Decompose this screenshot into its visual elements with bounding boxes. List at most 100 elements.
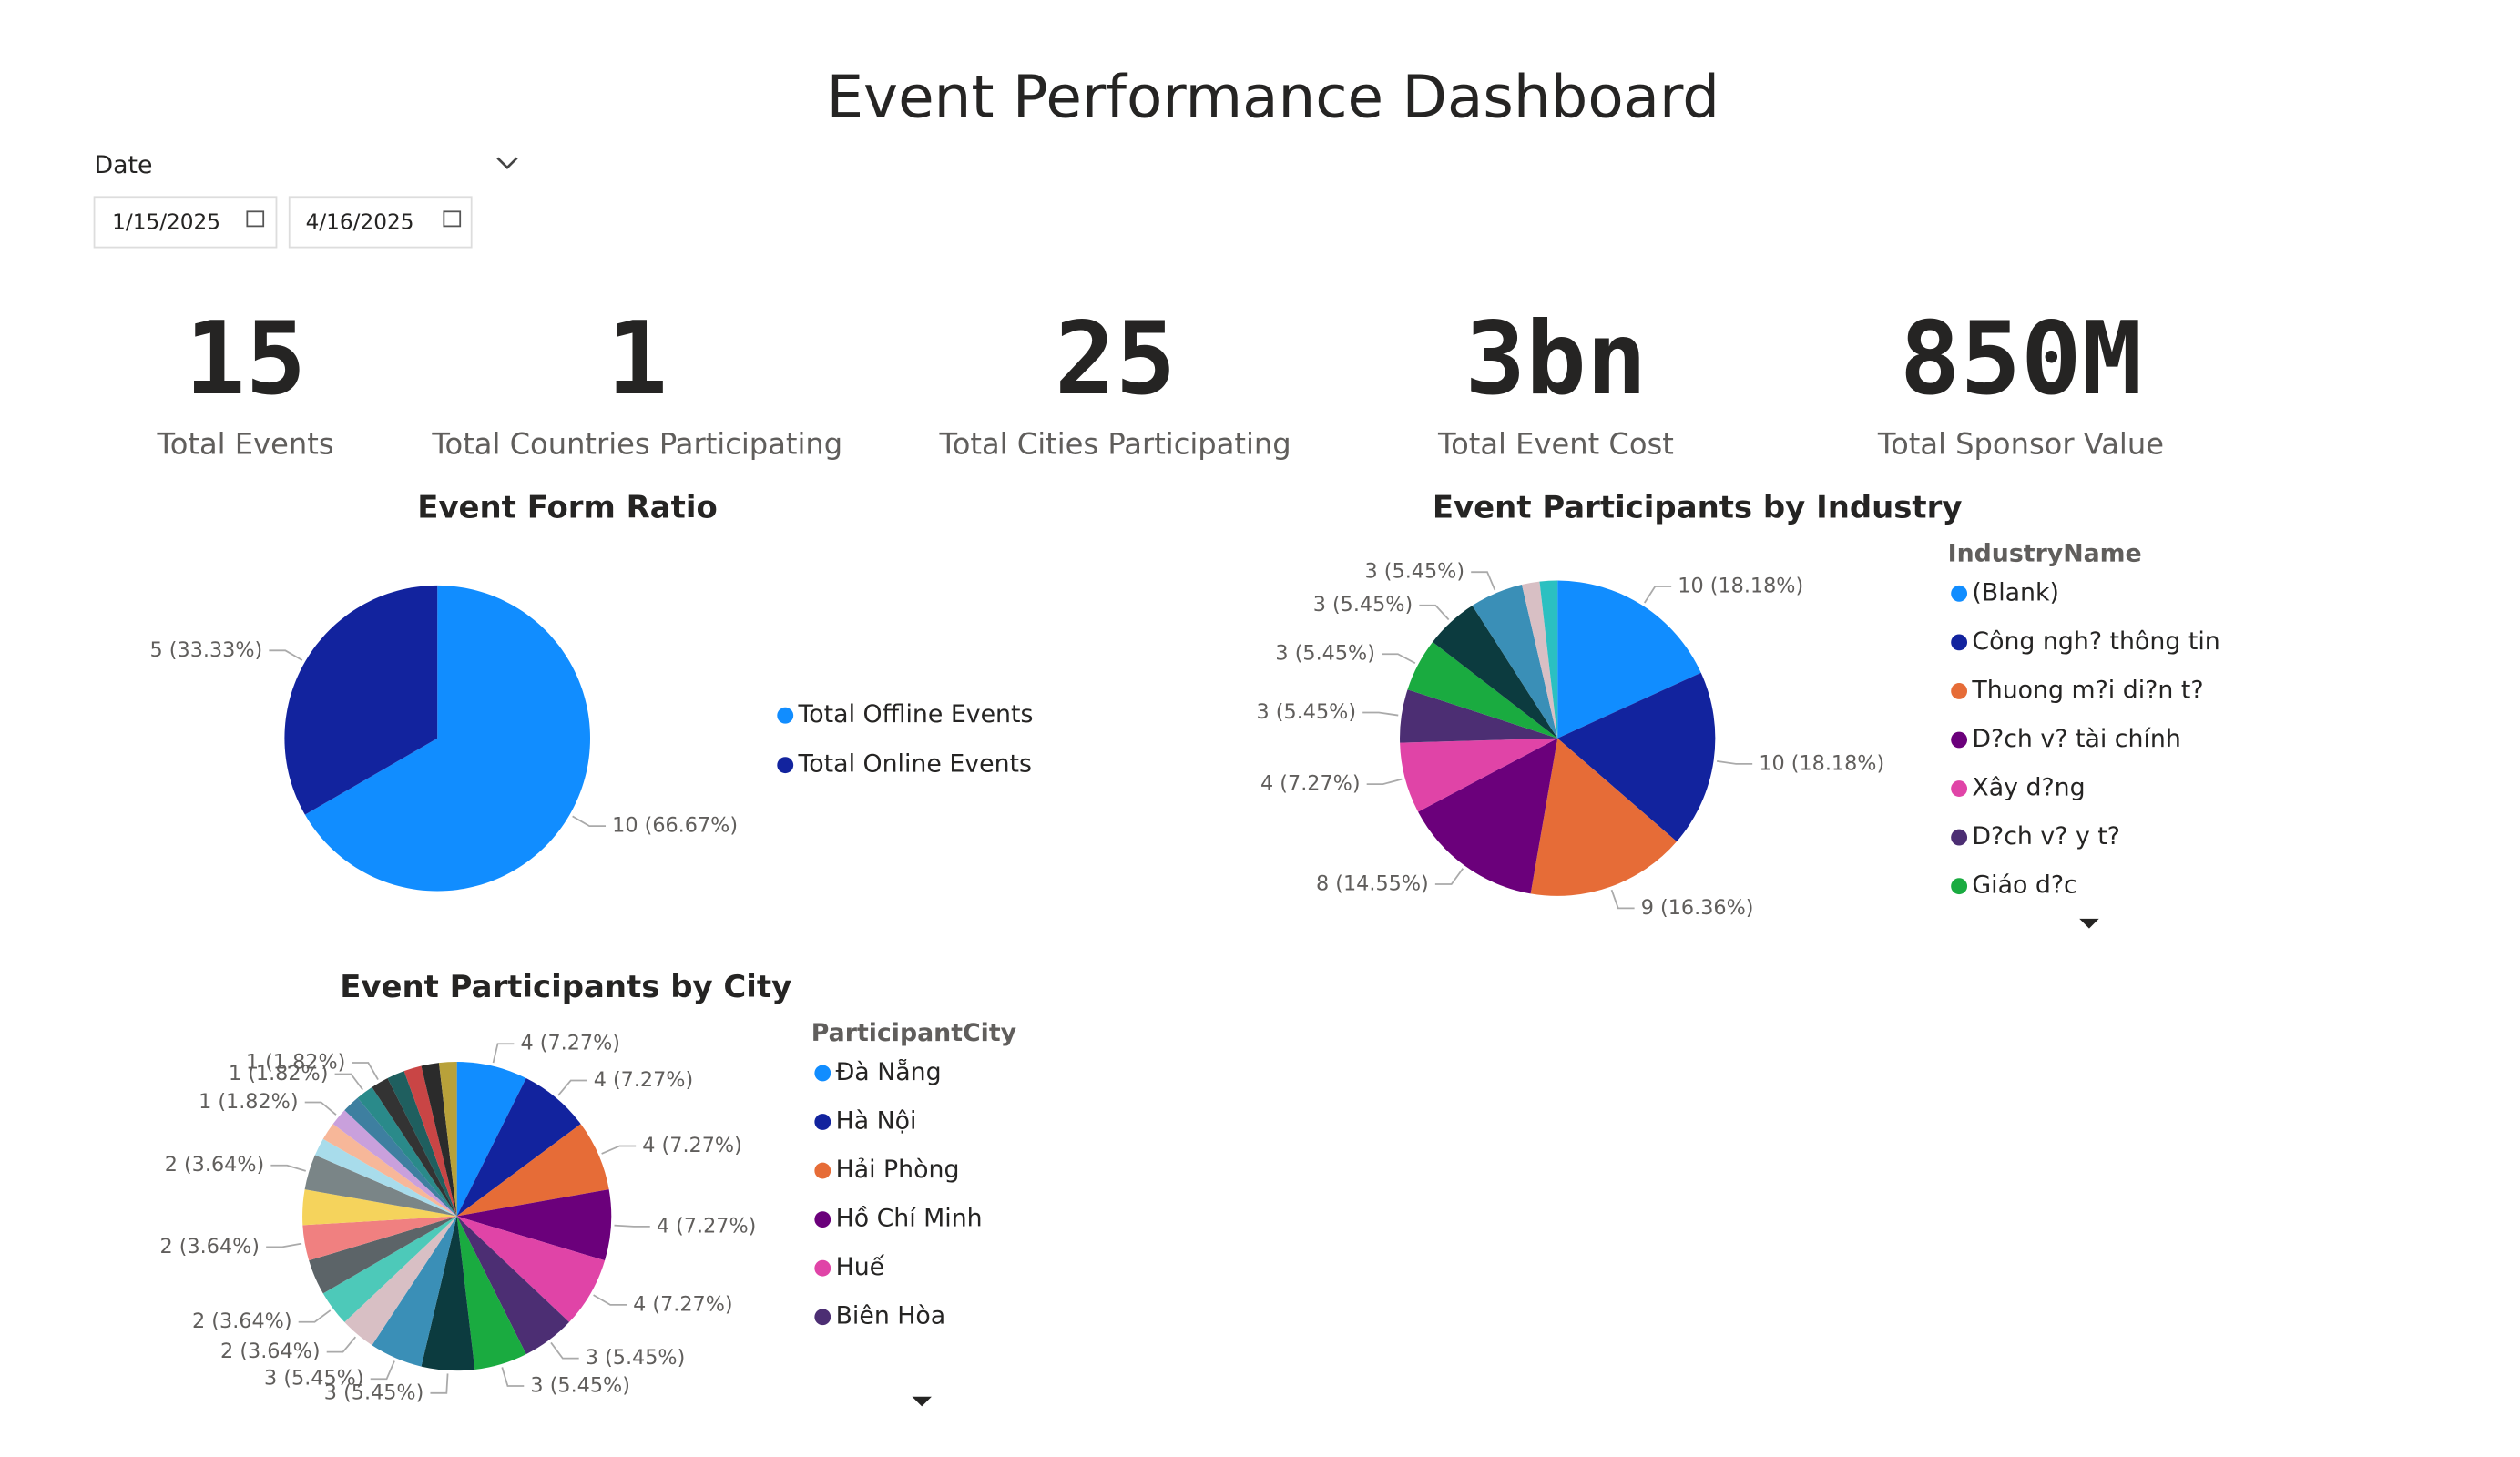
pie-slice <box>332 1110 457 1217</box>
data-label: 4 (7.27%) <box>657 1214 757 1238</box>
pie-slice <box>1400 738 1558 812</box>
legend-label: Hải Phòng <box>836 1156 960 1184</box>
leader-line <box>1716 759 1753 765</box>
legend-marker <box>1951 878 1968 895</box>
leader-line <box>1366 778 1403 785</box>
legend-label: D?ch v? y t? <box>1972 822 2120 851</box>
kpi-label: Total Events <box>157 426 334 461</box>
end-date: 4/16/2025 <box>306 209 414 234</box>
pie-slice <box>372 1216 457 1367</box>
pie-slice <box>344 1216 457 1346</box>
pie-slice <box>1530 738 1678 896</box>
dashboard-title: Event Performance Dashboard <box>826 64 1719 132</box>
data-label: 3 (5.45%) <box>1313 593 1413 616</box>
legend-scroll[interactable] <box>2079 918 2099 929</box>
pie-slice <box>1407 641 1558 739</box>
pie-slice <box>304 1155 457 1217</box>
data-label: 4 (7.27%) <box>642 1134 742 1157</box>
pie-slice <box>1557 672 1716 842</box>
data-label: 1 (1.82%) <box>199 1090 299 1114</box>
leader-line <box>266 1242 302 1248</box>
pie-slice <box>1433 606 1558 739</box>
leader-line <box>614 1224 650 1228</box>
data-label: 4 (7.27%) <box>1260 772 1361 796</box>
pie-slice <box>1418 738 1558 894</box>
end-date-box[interactable] <box>288 196 473 249</box>
data-label: 8 (14.55%) <box>1316 872 1429 896</box>
leader-line <box>601 1145 637 1155</box>
pie-slice <box>456 1216 569 1355</box>
leader-line <box>501 1367 525 1387</box>
data-label: 1 (1.82%) <box>246 1051 346 1075</box>
data-label: 4 (7.27%) <box>520 1032 620 1055</box>
pie-slice <box>456 1124 609 1217</box>
pie-slice <box>438 1061 457 1217</box>
data-label: 3 (5.45%) <box>324 1381 424 1404</box>
legend-scroll[interactable] <box>912 1396 932 1407</box>
kpi-value: 25 <box>1055 301 1176 418</box>
legend-label: Total Online Events <box>798 750 1032 779</box>
pie-slice <box>314 1138 457 1217</box>
leader-line <box>304 1101 337 1116</box>
pie-slice <box>357 1086 457 1217</box>
leader-line <box>1362 711 1399 717</box>
legend-label: D?ch v? tài chính <box>1972 725 2180 753</box>
leader-line <box>550 1341 579 1360</box>
pie-slice <box>322 1216 457 1322</box>
pie-slice <box>309 1216 457 1294</box>
kpi-label: Total Sponsor Value <box>1877 426 2164 461</box>
legend-marker <box>777 707 794 724</box>
pie-slice <box>1472 585 1558 739</box>
calendar-icon <box>246 210 265 228</box>
date-label: Date <box>95 151 153 179</box>
pie-slice <box>1557 580 1701 739</box>
legend-title: IndustryName <box>1948 539 2142 567</box>
pie-slice <box>302 1189 457 1226</box>
data-label: 2 (3.64%) <box>165 1153 265 1177</box>
leader-line <box>269 649 303 661</box>
pie-slice <box>1521 581 1558 739</box>
leader-line <box>352 1062 379 1081</box>
legend-marker <box>814 1309 831 1326</box>
legend-label: Biên Hòa <box>836 1302 946 1330</box>
legend-marker <box>814 1259 831 1277</box>
legend-label: Thuong m?i di?n t? <box>1971 676 2203 704</box>
start-date-box[interactable] <box>93 196 278 249</box>
pie-slice <box>456 1061 526 1217</box>
legend-marker <box>1951 829 1968 846</box>
legend-label: Hà Nội <box>836 1107 917 1136</box>
pie-slice <box>1539 580 1558 739</box>
leader-line <box>1643 586 1672 604</box>
pie-slice <box>304 585 591 892</box>
legend-marker <box>814 1211 831 1228</box>
legend-label: Công ngh? thông tin <box>1972 627 2219 656</box>
pie-slice <box>456 1077 581 1217</box>
kpi-label: Total Countries Participating <box>431 426 842 461</box>
legend-marker <box>1951 731 1968 749</box>
data-label: 2 (3.64%) <box>220 1340 321 1363</box>
pie-slice <box>322 1124 457 1217</box>
legend-label: Total Offline Events <box>798 700 1034 728</box>
legend-label: Giáo d?c <box>1972 871 2076 900</box>
date-dropdown[interactable] <box>496 157 518 170</box>
data-label: 3 (5.45%) <box>1365 560 1465 584</box>
legend-marker <box>1951 683 1968 699</box>
kpi-value: 15 <box>185 301 306 418</box>
legend-marker <box>814 1065 831 1082</box>
legend-label: Hồ Chí Minh <box>836 1205 983 1233</box>
leader-line <box>1382 653 1416 665</box>
data-label: 3 (5.45%) <box>1275 642 1375 666</box>
legend-marker <box>777 757 794 774</box>
kpi-label: Total Cities Participating <box>939 426 1291 461</box>
legend-title: ParticipantCity <box>811 1019 1016 1047</box>
kpi-value: 1 <box>607 301 668 418</box>
data-label: 3 (5.45%) <box>264 1367 364 1391</box>
start-date: 1/15/2025 <box>112 209 220 234</box>
pie-slice <box>302 1216 457 1261</box>
data-label: 4 (7.27%) <box>594 1068 694 1092</box>
pie-slice <box>344 1097 457 1217</box>
leader-line <box>572 815 607 828</box>
pie-slice <box>403 1065 457 1217</box>
